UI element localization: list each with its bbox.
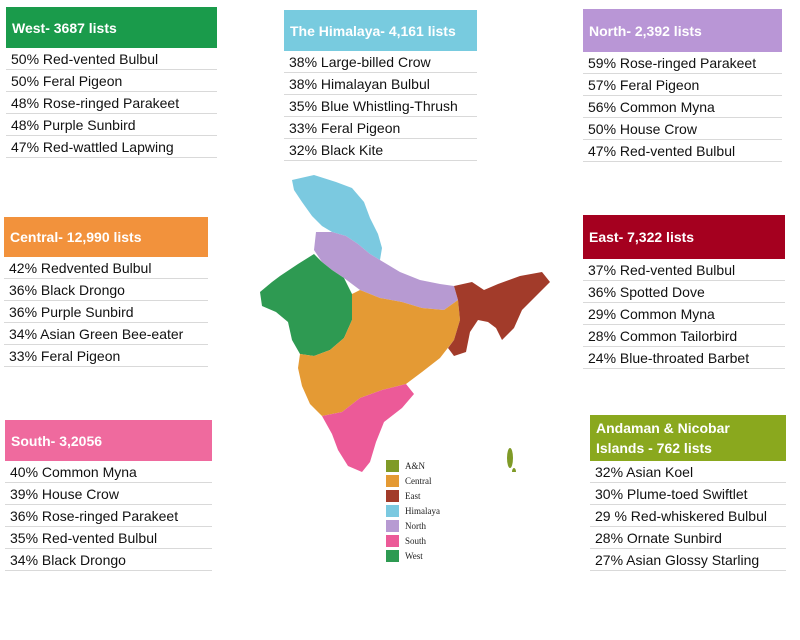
- panel-east-row: 36% Spotted Dove: [583, 281, 785, 303]
- panel-himalaya-row: 33% Feral Pigeon: [284, 117, 477, 139]
- panel-central-header: Central- 12,990 lists: [4, 217, 208, 257]
- panel-west-row: 50% Red-vented Bulbul: [6, 48, 217, 70]
- legend-item-himalaya: Himalaya: [386, 503, 440, 518]
- map-region-himalaya: [292, 175, 382, 260]
- panel-himalaya-row: 38% Large-billed Crow: [284, 51, 477, 73]
- legend-label: A&N: [405, 460, 425, 471]
- panel-south-row: 35% Red-vented Bulbul: [5, 527, 212, 549]
- map-region-north: [314, 232, 458, 310]
- legend-item-central: Central: [386, 473, 440, 488]
- map-legend: A&N Central East Himalaya North South We…: [386, 458, 440, 563]
- panel-himalaya-row: 38% Himalayan Bulbul: [284, 73, 477, 95]
- legend-swatch: [386, 474, 399, 487]
- panel-himalaya: The Himalaya- 4,161 lists 38% Large-bill…: [284, 10, 477, 161]
- legend-label: Himalaya: [405, 505, 440, 516]
- panel-east-row: 37% Red-vented Bulbul: [583, 259, 785, 281]
- panel-central: Central- 12,990 lists 42% Redvented Bulb…: [4, 217, 208, 367]
- panel-south-row: 39% House Crow: [5, 483, 212, 505]
- legend-swatch: [386, 504, 399, 517]
- map-region-south: [322, 384, 414, 472]
- panel-north-row: 59% Rose-ringed Parakeet: [583, 52, 782, 74]
- panel-himalaya-row: 32% Black Kite: [284, 139, 477, 161]
- andaman-island: [512, 468, 516, 472]
- legend-label: Central: [405, 475, 432, 486]
- panel-east: East- 7,322 lists 37% Red-vented Bulbul …: [583, 215, 785, 369]
- panel-south-row: 36% Rose-ringed Parakeet: [5, 505, 212, 527]
- panel-andaman-header: Andaman & Nicobar Islands - 762 lists: [590, 415, 786, 461]
- map-region-west: [260, 254, 352, 356]
- india-region-map: [260, 175, 550, 472]
- panel-north-row: 47% Red-vented Bulbul: [583, 140, 782, 162]
- panel-south-row: 34% Black Drongo: [5, 549, 212, 571]
- panel-west-row: 48% Purple Sunbird: [6, 114, 217, 136]
- map-region-central: [298, 290, 460, 416]
- panel-central-row: 36% Purple Sunbird: [4, 301, 208, 323]
- panel-east-header: East- 7,322 lists: [583, 215, 785, 259]
- panel-south-header: South- 3,2056: [5, 420, 212, 461]
- panel-west-row: 50% Feral Pigeon: [6, 70, 217, 92]
- panel-east-row: 28% Common Tailorbird: [583, 325, 785, 347]
- map-region-east: [448, 272, 550, 356]
- andaman-island: [507, 448, 513, 468]
- legend-label: East: [405, 490, 421, 501]
- panel-east-row: 24% Blue-throated Barbet: [583, 347, 785, 369]
- panel-central-row: 42% Redvented Bulbul: [4, 257, 208, 279]
- legend-swatch: [386, 489, 399, 502]
- panel-andaman-row: 32% Asian Koel: [590, 461, 786, 483]
- panel-east-row: 29% Common Myna: [583, 303, 785, 325]
- panel-west-row: 48% Rose-ringed Parakeet: [6, 92, 217, 114]
- panel-south: South- 3,2056 40% Common Myna 39% House …: [5, 420, 212, 571]
- legend-item-east: East: [386, 488, 440, 503]
- panel-himalaya-header: The Himalaya- 4,161 lists: [284, 10, 477, 51]
- panel-north-row: 56% Common Myna: [583, 96, 782, 118]
- panel-andaman-row: 27% Asian Glossy Starling: [590, 549, 786, 571]
- legend-item-north: North: [386, 518, 440, 533]
- legend-item-an: A&N: [386, 458, 440, 473]
- panel-north-row: 50% House Crow: [583, 118, 782, 140]
- legend-label: West: [405, 550, 423, 561]
- panel-north: North- 2,392 lists 59% Rose-ringed Parak…: [583, 9, 782, 162]
- panel-andaman-row: 29 % Red-whiskered Bulbul: [590, 505, 786, 527]
- panel-andaman-row: 30% Plume-toed Swiftlet: [590, 483, 786, 505]
- panel-west-row: 47% Red-wattled Lapwing: [6, 136, 217, 158]
- panel-north-row: 57% Feral Pigeon: [583, 74, 782, 96]
- panel-himalaya-row: 35% Blue Whistling-Thrush: [284, 95, 477, 117]
- legend-label: South: [405, 535, 427, 546]
- panel-north-header: North- 2,392 lists: [583, 9, 782, 52]
- legend-item-south: South: [386, 533, 440, 548]
- panel-andaman-row: 28% Ornate Sunbird: [590, 527, 786, 549]
- legend-swatch: [386, 534, 399, 547]
- panel-west: West- 3687 lists 50% Red-vented Bulbul 5…: [6, 7, 217, 158]
- panel-west-header: West- 3687 lists: [6, 7, 217, 48]
- panel-andaman: Andaman & Nicobar Islands - 762 lists 32…: [590, 415, 786, 571]
- legend-swatch: [386, 459, 399, 472]
- map-region-andaman: [507, 448, 516, 472]
- panel-central-row: 33% Feral Pigeon: [4, 345, 208, 367]
- legend-item-west: West: [386, 548, 440, 563]
- legend-swatch: [386, 519, 399, 532]
- panel-central-row: 34% Asian Green Bee-eater: [4, 323, 208, 345]
- panel-south-row: 40% Common Myna: [5, 461, 212, 483]
- legend-swatch: [386, 549, 399, 562]
- legend-label: North: [405, 520, 426, 531]
- panel-central-row: 36% Black Drongo: [4, 279, 208, 301]
